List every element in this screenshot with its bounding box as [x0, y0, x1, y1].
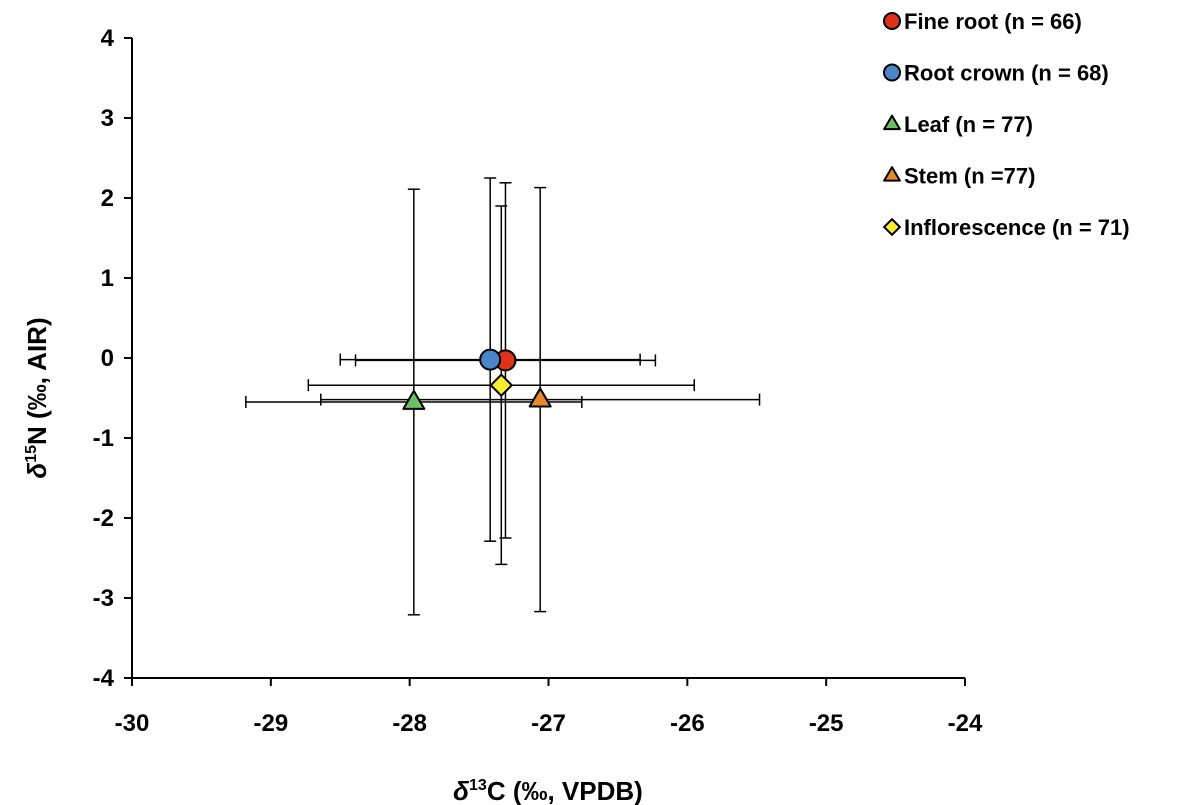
- legend-marker: [883, 12, 901, 30]
- legend-marker: [883, 63, 901, 82]
- data-point: [479, 348, 502, 371]
- x-axis-title-suffix: C (‰, VPDB): [487, 776, 643, 805]
- legend-label: Fine root (n = 66): [904, 9, 1082, 34]
- legend-entry: Stem (n =77): [883, 164, 1035, 189]
- legend-entry: Leaf (n = 77): [883, 112, 1033, 137]
- x-tick-label: -29: [253, 710, 288, 737]
- legend: Fine root (n = 66) Root crown (n = 68) Lea…: [882, 9, 1130, 240]
- y-axis-title-prefix: δ: [22, 463, 52, 479]
- y-axis-title: δ15N (‰, AIR): [22, 317, 52, 478]
- y-tick-label: 2: [101, 185, 114, 212]
- legend-marker: [883, 114, 901, 131]
- legend-label: Leaf (n = 77): [904, 112, 1033, 137]
- y-tick-label: 3: [101, 105, 114, 132]
- y-axis-title-sup: 15: [23, 445, 40, 463]
- y-tick-label: -2: [93, 505, 114, 532]
- y-tick-label: 4: [101, 25, 115, 52]
- data-point: [402, 389, 426, 410]
- y-tick-label: -3: [93, 585, 114, 612]
- x-axis-title-prefix: δ: [453, 776, 469, 805]
- legend-entry: Fine root (n = 66): [883, 9, 1082, 34]
- data-point: [528, 387, 552, 408]
- x-tick-label: -30: [115, 710, 150, 737]
- legend-entry: Root crown (n = 68): [883, 61, 1109, 86]
- y-tick-label: 1: [101, 265, 114, 292]
- data-point: [489, 373, 514, 398]
- legend-label: Stem (n =77): [904, 164, 1035, 189]
- x-tick-label: -25: [809, 710, 844, 737]
- x-tick-label: -27: [531, 710, 566, 737]
- legend-marker: [883, 166, 901, 182]
- y-tick-label: 0: [101, 345, 114, 372]
- x-tick-label: -26: [670, 710, 705, 737]
- data-markers: [402, 348, 552, 410]
- x-tick-label: -28: [392, 710, 427, 737]
- legend-label: Inflorescence (n = 71): [904, 215, 1130, 240]
- axes: -4 -3 -2 -1 0 1 2 3 4 -30 -29 -28 -27 -26 -25 -24: [93, 25, 983, 737]
- x-axis-title: δ13C (‰, VPDB): [453, 776, 643, 805]
- y-axis-title-suffix: N (‰, AIR): [22, 317, 52, 445]
- error-bars: [245, 177, 761, 616]
- x-tick-label: -24: [948, 710, 983, 737]
- y-tick-label: -1: [93, 425, 114, 452]
- legend-marker: [882, 217, 902, 237]
- x-axis-title-sup: 13: [469, 777, 487, 794]
- legend-entry: Inflorescence (n = 71): [882, 215, 1130, 240]
- legend-label: Root crown (n = 68): [904, 61, 1109, 86]
- y-tick-label: -4: [93, 665, 115, 692]
